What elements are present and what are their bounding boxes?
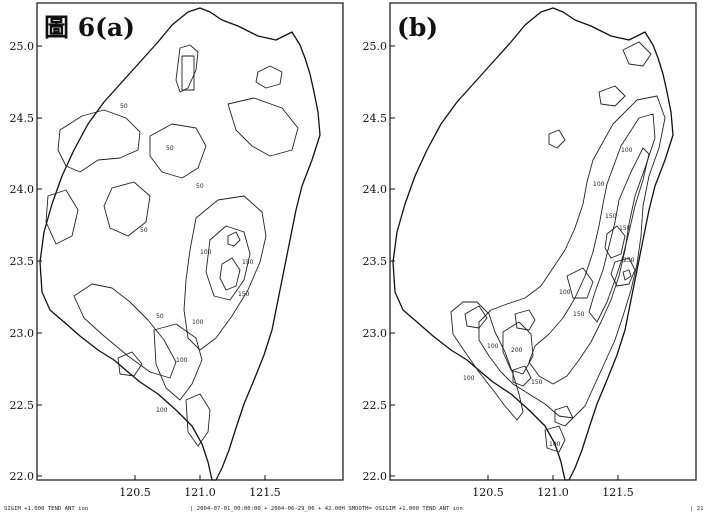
contour-line: [57, 109, 141, 173]
map-frame: [36, 2, 344, 481]
contour-line: [514, 309, 536, 331]
contour-value-label: 100: [192, 319, 204, 326]
contour-line: [548, 129, 566, 149]
x-tick-label: 120.5: [119, 486, 151, 499]
y-tick-label: 25.0: [10, 40, 35, 53]
y-tick-label: 24.5: [363, 112, 388, 125]
contour-line: [622, 269, 632, 281]
contour-line: [464, 305, 488, 329]
x-tick-label: 121.0: [184, 486, 216, 499]
map-a-svg: 50 50 50 50 50 100 100 150 150 100 100 圖…: [10, 2, 344, 499]
contour-value-label: 50: [140, 227, 148, 234]
contour-value-label: 100: [487, 343, 499, 350]
taiwan-coastline: [39, 7, 321, 481]
map-panel-b: 100 100 150 150 250 100 150 200 100 150 …: [353, 0, 706, 521]
contour-line: [153, 323, 203, 401]
x-tick-label: 121.0: [537, 486, 569, 499]
contour-value-label: 250: [623, 257, 635, 264]
contour-line: [502, 321, 534, 375]
y-tick-label: 22.5: [10, 399, 35, 412]
contour-line: [554, 405, 574, 427]
contour-line: [478, 95, 666, 419]
contour-value-label: 100: [156, 407, 168, 414]
contour-line: [183, 195, 267, 351]
y-tick-label: 25.0: [363, 40, 388, 53]
contour-value-label: 150: [619, 225, 631, 232]
contour-line: [512, 365, 532, 387]
contour-line: [610, 257, 636, 287]
contour-value-label: 50: [166, 145, 174, 152]
y-tick-label: 23.0: [363, 327, 388, 340]
contour-value-label: 50: [156, 313, 164, 320]
contour-line: [598, 85, 626, 107]
contour-line: [528, 113, 656, 385]
map-frame: [389, 2, 697, 481]
contour-line: [181, 55, 195, 91]
contour-line: [544, 425, 566, 453]
contour-line: [450, 301, 524, 421]
contour-line: [175, 44, 199, 93]
y-tick-label: 23.5: [10, 255, 35, 268]
contour-line: [117, 351, 143, 377]
contour-line: [255, 65, 283, 89]
contour-line: [185, 393, 211, 447]
map-b-svg: 100 100 150 150 250 100 150 200 100 150 …: [363, 2, 697, 499]
footer-right-text: | 21: [690, 506, 704, 512]
y-tick-label: 23.0: [10, 327, 35, 340]
footer-left-text: SIGIM +1.000 TEND ANT ion: [4, 506, 89, 512]
contour-value-label: 150: [531, 379, 543, 386]
contour-value-label: 150: [573, 311, 585, 318]
contour-value-label: 100: [176, 357, 188, 364]
panel-label: (b): [397, 13, 438, 42]
contour-value-label: 100: [463, 375, 475, 382]
y-tick-label: 23.5: [363, 255, 388, 268]
y-tick-label: 22.5: [363, 399, 388, 412]
contour-value-label: 100: [621, 147, 633, 154]
contour-line: [73, 283, 177, 379]
contour-line: [622, 41, 652, 67]
contour-value-label: 50: [196, 183, 204, 190]
contour-line: [588, 147, 650, 323]
x-tick-label: 121.5: [249, 486, 281, 499]
contour-line: [205, 225, 251, 301]
plot-footer: SIGIM +1.000 TEND ANT ion | 2004-07-01_0…: [0, 503, 706, 521]
x-tick-label: 120.5: [472, 486, 504, 499]
y-tick-label: 22.0: [10, 470, 35, 483]
contour-line: [227, 97, 299, 157]
taiwan-coastline: [392, 7, 674, 481]
x-tick-label: 121.5: [602, 486, 634, 499]
contour-value-label: 150: [238, 291, 250, 298]
y-tick-label: 24.0: [363, 183, 388, 196]
contour-line: [219, 257, 241, 291]
contour-value-label: 100: [593, 181, 605, 188]
contour-line: [604, 225, 626, 259]
contour-line: [566, 267, 594, 299]
contour-value-label: 100: [549, 441, 561, 448]
y-tick-label: 22.0: [363, 470, 388, 483]
contour-value-label: 50: [120, 103, 128, 110]
contour-value-label: 150: [242, 259, 254, 266]
footer-middle-text: | 2004-07-01_00:00:00 + 2004-06-29_06 + …: [190, 506, 463, 512]
contour-value-label: 100: [200, 249, 212, 256]
contour-line: [45, 189, 79, 245]
contour-value-label: 200: [511, 347, 523, 354]
contour-value-label: 150: [605, 213, 617, 220]
panel-label: 圖 6(a): [44, 13, 135, 42]
map-panel-a: 50 50 50 50 50 100 100 150 150 100 100 圖…: [10, 2, 344, 499]
contour-line: [103, 181, 151, 237]
contour-line: [149, 123, 207, 179]
y-tick-label: 24.5: [10, 112, 35, 125]
contour-value-label: 100: [559, 289, 571, 296]
y-tick-label: 24.0: [10, 183, 35, 196]
contour-line: [227, 231, 241, 247]
